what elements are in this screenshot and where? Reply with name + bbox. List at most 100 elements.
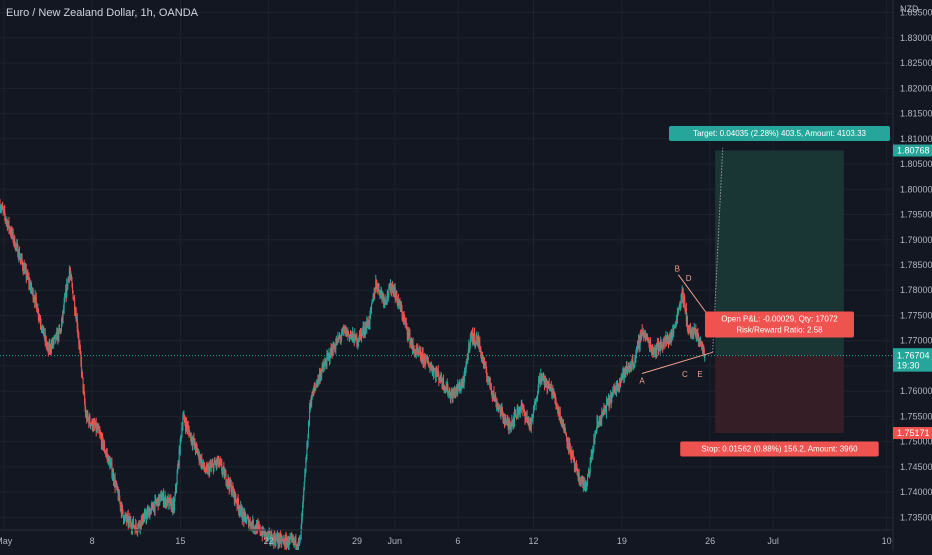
candle-body <box>201 458 203 467</box>
candle-body <box>498 407 500 409</box>
candle-body <box>667 341 669 343</box>
candle-body <box>258 525 260 529</box>
candle-body <box>200 458 202 465</box>
candle-body <box>674 325 676 328</box>
candle-body <box>605 402 607 414</box>
candle-body <box>545 378 547 384</box>
candle-body <box>19 258 21 260</box>
candle-body <box>704 355 706 357</box>
candle-body <box>138 522 140 525</box>
candle-body <box>353 342 355 344</box>
candle-body <box>214 460 216 464</box>
candle-body <box>230 483 232 494</box>
candle-body <box>518 406 520 411</box>
candle-body <box>458 387 460 390</box>
candle-body <box>394 288 396 299</box>
candle-body <box>37 309 39 313</box>
candle-body <box>12 231 14 236</box>
candle-body <box>56 331 58 334</box>
candle-body <box>74 310 76 314</box>
candle-body <box>614 391 616 394</box>
candle-body <box>500 407 502 415</box>
price-axis[interactable]: 1.83500 1.83000 1.82500 1.82000 1.81500 1.810… <box>892 0 932 550</box>
candle-body <box>508 423 510 429</box>
candle-body <box>361 331 363 333</box>
candle-body <box>375 280 377 289</box>
candle-body <box>550 384 552 390</box>
candle-body <box>50 350 52 352</box>
candle-body <box>678 308 680 311</box>
time-axis[interactable]: May 8 15 22 29 Jun 6 12 19 26 Jul 10 <box>0 529 893 546</box>
candle-body <box>247 517 249 519</box>
candle-body <box>209 464 211 468</box>
time-tick-label: 29 <box>352 536 362 546</box>
candle-body <box>558 410 560 413</box>
candle-body <box>332 344 334 355</box>
candle-body <box>184 420 186 424</box>
candle-body <box>344 327 346 329</box>
candle-body <box>245 521 247 523</box>
candle-body <box>175 487 177 489</box>
candle-body <box>289 538 291 541</box>
candle-body <box>243 515 245 522</box>
candle-body <box>603 407 605 411</box>
candle-body <box>503 416 505 421</box>
candle-body <box>642 331 644 337</box>
candle-body <box>694 329 696 331</box>
candle-body <box>617 382 619 389</box>
candle-body <box>539 376 541 382</box>
candle-body <box>93 422 95 424</box>
candle-body <box>368 324 370 326</box>
candle-body <box>452 391 454 400</box>
candle-body <box>645 337 647 340</box>
candle-body <box>135 523 137 532</box>
candle-body <box>463 382 465 386</box>
candle-body <box>526 415 528 418</box>
candle-body <box>186 425 188 429</box>
candle-body <box>91 420 93 425</box>
candle-body <box>240 505 242 508</box>
price-tick-label: 1.78000 <box>900 285 932 295</box>
candle-body <box>515 415 517 418</box>
candle-body <box>658 342 660 351</box>
candle-body <box>421 352 423 361</box>
candle-body <box>312 389 314 397</box>
candle-body <box>97 427 99 430</box>
candle-body <box>691 330 693 332</box>
candle-body <box>412 343 414 348</box>
candle-body <box>646 336 648 338</box>
candle-body <box>522 407 524 411</box>
candle-body <box>191 442 193 445</box>
candle-body <box>599 420 601 422</box>
candle-body <box>663 339 665 344</box>
candle-body <box>274 541 276 544</box>
currency-label: NZD <box>900 4 919 14</box>
candle-body <box>521 404 523 408</box>
candle-body <box>571 451 573 455</box>
candle-body <box>495 396 497 400</box>
candle-body <box>163 499 165 502</box>
candle-body <box>594 433 596 436</box>
candle-body <box>395 295 397 299</box>
price-tick-label: 1.79500 <box>900 210 932 220</box>
candle-body <box>703 346 705 350</box>
candle-body <box>308 420 310 425</box>
candle-body <box>545 378 547 384</box>
candle-body <box>471 332 473 342</box>
candle-body <box>60 329 62 331</box>
candle-body <box>86 414 88 421</box>
candle-body <box>520 407 522 409</box>
candle-body <box>641 329 643 335</box>
candle-body <box>178 462 180 466</box>
candle-body <box>72 285 74 291</box>
candle-body <box>459 384 461 390</box>
candle-body <box>520 405 522 408</box>
candle-body <box>542 374 544 379</box>
candle-body <box>620 376 622 382</box>
drawing-overlays[interactable]: A B C D E Target: 0.04035 (2.28%) 403.5, Amou… <box>639 126 890 457</box>
candle-body <box>675 320 677 326</box>
candle-body <box>283 540 285 545</box>
candle-body <box>357 341 359 343</box>
